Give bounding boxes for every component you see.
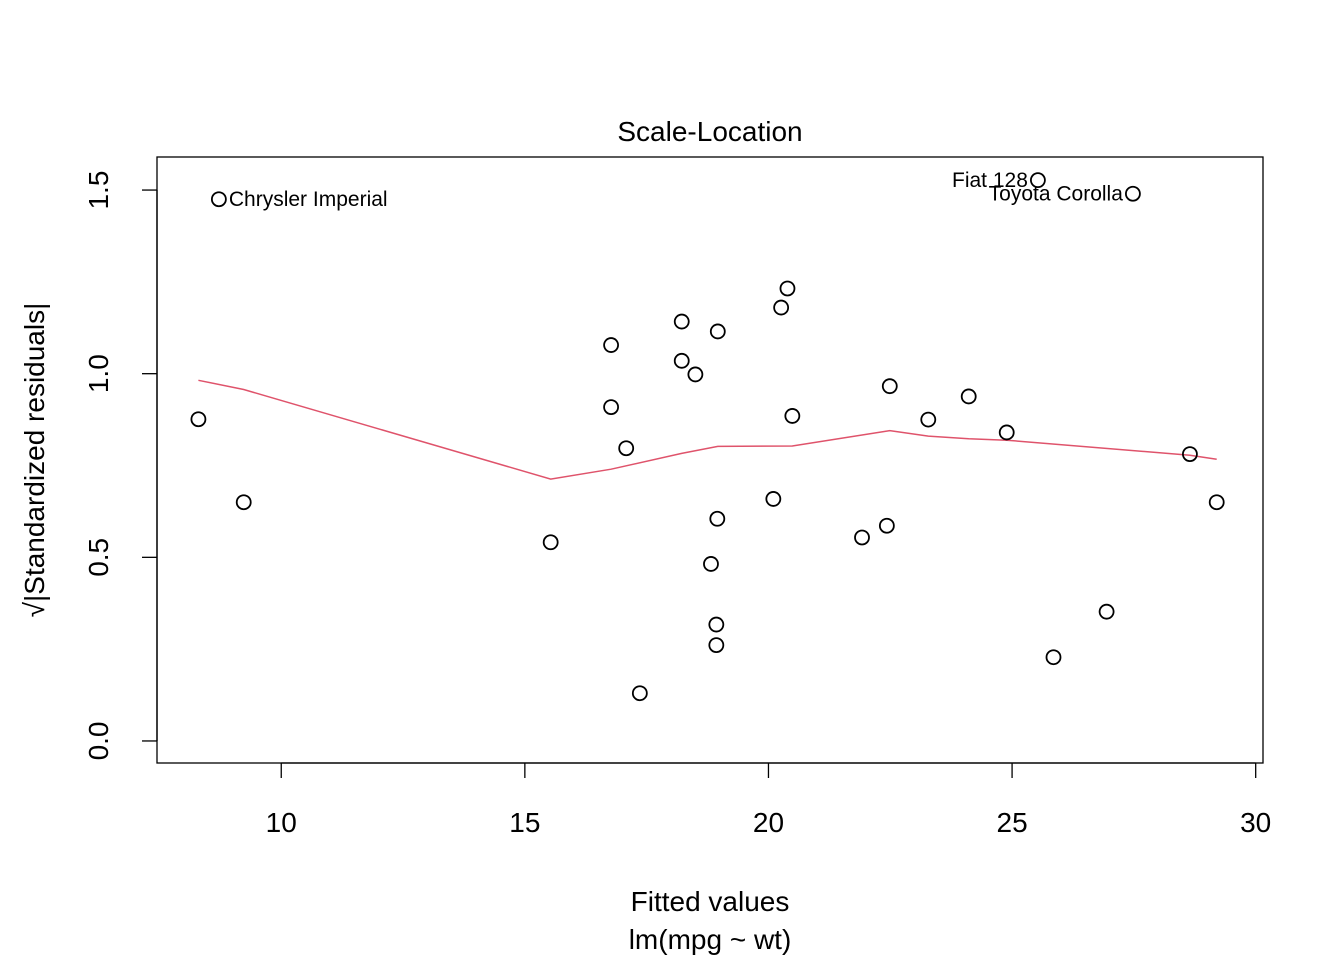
x-tick-label: 30 <box>1240 807 1271 838</box>
x-axis-sublabel: lm(mpg ~ wt) <box>629 924 792 955</box>
data-point <box>878 517 895 534</box>
y-tick-label: 1.0 <box>83 354 114 393</box>
point-annotation: Toyota Corolla <box>989 183 1124 206</box>
y-tick-label: 1.5 <box>83 171 114 210</box>
x-axis: 10 15 20 25 30 <box>266 762 1271 838</box>
data-point <box>920 411 937 428</box>
y-tick-label: 0.5 <box>83 538 114 577</box>
data-point <box>673 313 690 330</box>
y-axis-label: √|Standardized residuals| <box>19 303 50 618</box>
data-point <box>703 556 719 572</box>
point-annotation: Chrysler Imperial <box>229 188 388 211</box>
data-point <box>779 280 796 297</box>
data-point <box>190 411 207 428</box>
data-point <box>1030 172 1046 189</box>
data-point <box>854 529 870 546</box>
data-point <box>1182 446 1198 463</box>
data-point <box>960 388 977 405</box>
data-point <box>618 440 635 457</box>
x-tick-label: 15 <box>509 807 540 838</box>
data-point <box>881 378 898 395</box>
x-tick-label: 20 <box>753 807 784 838</box>
plot-frame <box>156 156 1264 764</box>
data-point <box>708 616 725 633</box>
data-point <box>603 337 619 353</box>
data-point <box>235 494 252 511</box>
data-point <box>1098 603 1115 620</box>
data-point <box>603 399 619 416</box>
x-axis-label: Fitted values <box>631 886 790 917</box>
data-point <box>784 408 801 424</box>
data-point <box>998 424 1015 441</box>
smoother-layer <box>198 379 1217 480</box>
x-tick-label: 10 <box>266 807 297 838</box>
smoother-line <box>198 379 1217 480</box>
data-point <box>709 510 726 527</box>
data-point <box>709 323 726 340</box>
data-point <box>765 491 782 507</box>
data-point <box>687 366 704 383</box>
data-point <box>1125 185 1141 202</box>
chart-title: Scale-Location <box>617 116 802 147</box>
points-layer <box>190 172 1225 702</box>
data-point <box>1045 649 1062 666</box>
data-point <box>773 299 790 316</box>
data-point <box>1208 494 1225 511</box>
y-axis: 0.0 0.5 1.0 1.5 <box>83 171 158 760</box>
x-tick-label: 25 <box>997 807 1028 838</box>
data-point <box>673 352 690 369</box>
data-point <box>708 637 725 654</box>
point-annotation: Fiat 128 <box>952 169 1028 192</box>
data-point <box>631 685 648 702</box>
data-point <box>542 534 559 551</box>
y-tick-label: 0.0 <box>83 721 114 760</box>
data-point <box>210 191 227 208</box>
